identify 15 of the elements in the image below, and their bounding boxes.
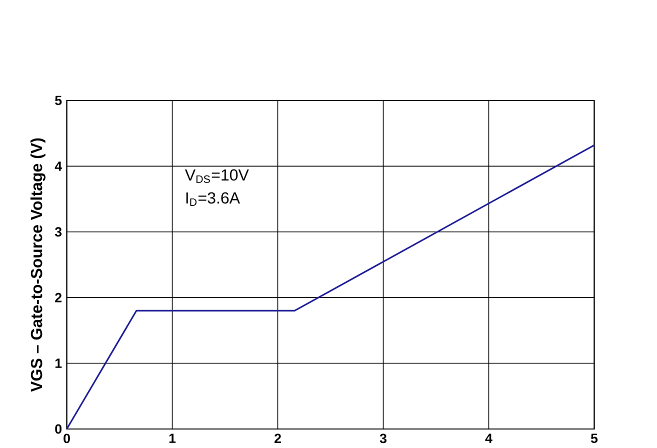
- x-tick-label: 5: [590, 434, 598, 444]
- x-tick-label: 1: [169, 434, 176, 444]
- x-tick-label: 4: [485, 434, 492, 444]
- y-tick-label: 0: [55, 424, 62, 434]
- y-tick-label: 1: [55, 358, 62, 368]
- y-tick-label: 2: [55, 293, 62, 302]
- y-tick-label: 4: [54, 162, 62, 171]
- annotation: I$_{D}$=3.6A: [186, 192, 240, 206]
- x-tick-label: 0: [64, 434, 70, 444]
- y-tick-label: 5: [55, 96, 62, 106]
- y-axis-title: VGS – Gate-to-Source Voltage (V): [30, 138, 46, 392]
- y-tick-label: 3: [54, 227, 62, 237]
- x-tick-label: 3: [380, 434, 386, 444]
- x-tick-label: 2: [274, 434, 281, 444]
- annotation: V$_{DS}$=10V: [184, 169, 249, 184]
